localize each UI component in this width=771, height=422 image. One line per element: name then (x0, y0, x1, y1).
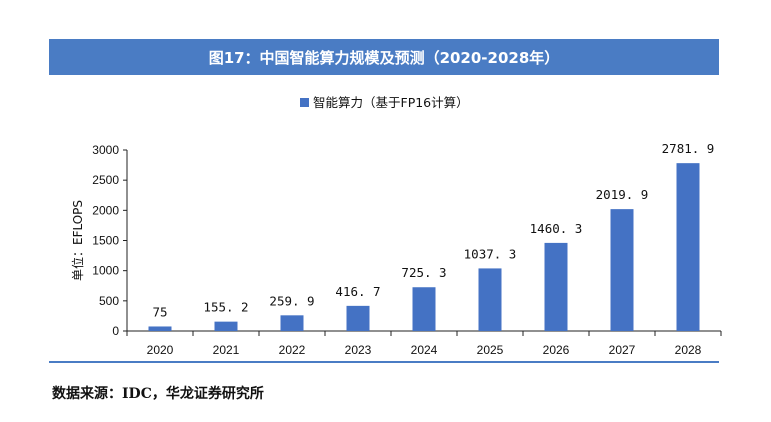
data-label: 259. 9 (269, 293, 314, 308)
bar (280, 315, 304, 331)
y-tick-label: 500 (99, 294, 119, 308)
x-tick-label: 2028 (675, 343, 702, 357)
y-tick-label: 2500 (92, 173, 119, 187)
x-tick-label: 2027 (609, 343, 636, 357)
legend-label: 智能算力（基于FP16计算） (313, 95, 469, 110)
data-label: 2019. 9 (596, 187, 649, 202)
footer-divider (49, 361, 719, 363)
y-tick-label: 3000 (92, 143, 119, 157)
bar (346, 305, 370, 331)
bar (610, 209, 634, 331)
data-label: 155. 2 (203, 300, 248, 315)
bar (214, 321, 238, 331)
x-tick-label: 2025 (477, 343, 504, 357)
data-label: 1460. 3 (530, 221, 583, 236)
bar (478, 268, 502, 331)
bar (412, 287, 436, 331)
y-tick-label: 0 (112, 324, 119, 338)
data-label: 2781. 9 (662, 141, 715, 156)
x-tick-label: 2023 (345, 343, 372, 357)
data-label: 416. 7 (335, 284, 380, 299)
bar (544, 242, 568, 331)
x-tick-label: 2024 (411, 343, 438, 357)
legend-swatch (300, 98, 309, 107)
data-label: 75 (152, 304, 167, 319)
source-note: 数据来源：IDC，华龙证券研究所 (52, 386, 264, 402)
chart-title-bar: 图17：中国智能算力规模及预测（2020-2028年） (49, 39, 719, 75)
bar-chart: 0 500 1000 1500 2000 2500 3000 2020 2021 2022 2023… (70, 95, 722, 357)
bar (676, 163, 700, 331)
x-tick-label: 2021 (213, 343, 240, 357)
data-label: 1037. 3 (464, 246, 517, 261)
chart-title: 图17：中国智能算力规模及预测（2020-2028年） (208, 48, 560, 67)
y-tick-label: 1000 (92, 264, 119, 278)
bar (148, 326, 172, 331)
y-tick-label: 2000 (92, 203, 119, 217)
x-tick-label: 2022 (279, 343, 306, 357)
data-label: 725. 3 (401, 265, 446, 280)
x-tick-label: 2020 (147, 343, 174, 357)
x-tick-label: 2026 (543, 343, 570, 357)
y-tick-label: 1500 (92, 234, 119, 248)
y-axis-title: 单位：EFLOPS (70, 200, 85, 281)
